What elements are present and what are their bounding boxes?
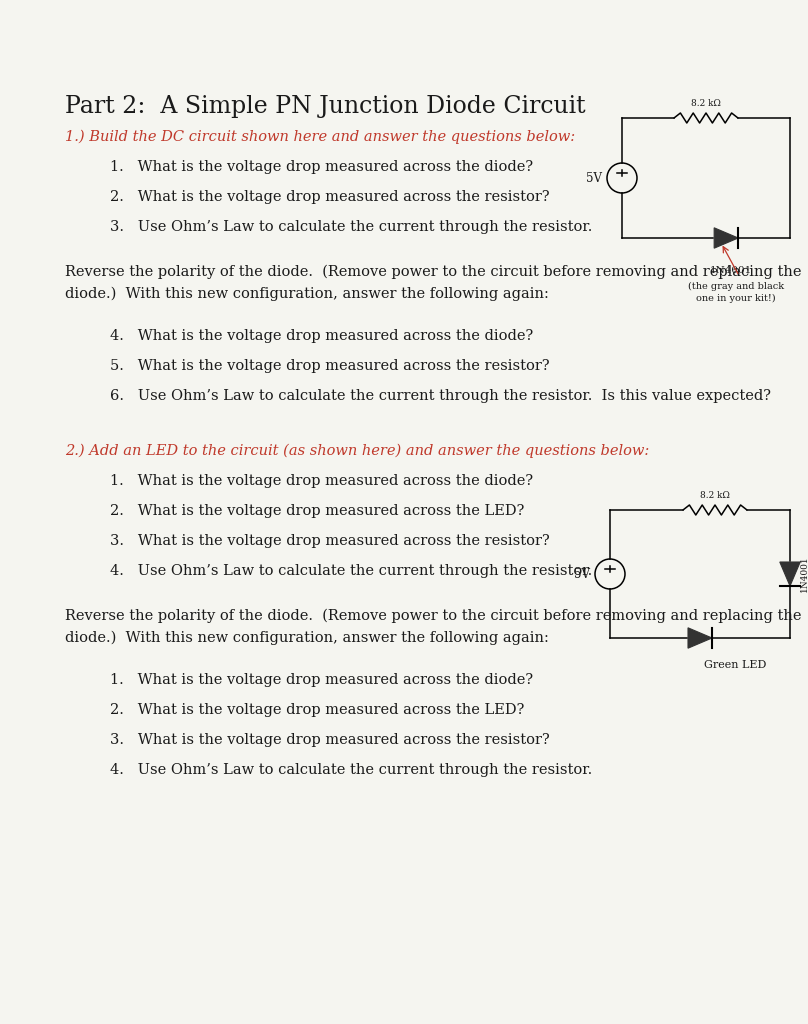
Polygon shape (688, 628, 712, 648)
Text: 1.   What is the voltage drop measured across the diode?: 1. What is the voltage drop measured acr… (110, 160, 533, 174)
Text: 3.   What is the voltage drop measured across the resistor?: 3. What is the voltage drop measured acr… (110, 733, 549, 746)
Text: 1.) Build the DC circuit shown here and answer the questions below:: 1.) Build the DC circuit shown here and … (65, 130, 575, 144)
Text: 3.   What is the voltage drop measured across the resistor?: 3. What is the voltage drop measured acr… (110, 534, 549, 548)
Text: 5.   What is the voltage drop measured across the resistor?: 5. What is the voltage drop measured acr… (110, 359, 549, 373)
Text: 8.2 kΩ: 8.2 kΩ (691, 99, 721, 108)
Text: 2.   What is the voltage drop measured across the LED?: 2. What is the voltage drop measured acr… (110, 504, 524, 518)
Text: 4.   Use Ohm’s Law to calculate the current through the resistor.: 4. Use Ohm’s Law to calculate the curren… (110, 564, 592, 578)
Text: 4.   What is the voltage drop measured across the diode?: 4. What is the voltage drop measured acr… (110, 329, 533, 343)
Text: 3.   Use Ohm’s Law to calculate the current through the resistor.: 3. Use Ohm’s Law to calculate the curren… (110, 220, 592, 234)
Polygon shape (714, 227, 739, 248)
Text: 1.   What is the voltage drop measured across the diode?: 1. What is the voltage drop measured acr… (110, 673, 533, 687)
Text: Reverse the polarity of the diode.  (Remove power to the circuit before removing: Reverse the polarity of the diode. (Remo… (65, 265, 802, 280)
Text: one in your kit!): one in your kit!) (696, 294, 776, 303)
Text: diode.)  With this new configuration, answer the following again:: diode.) With this new configuration, ans… (65, 631, 549, 645)
Text: Reverse the polarity of the diode.  (Remove power to the circuit before removing: Reverse the polarity of the diode. (Remo… (65, 609, 802, 624)
Polygon shape (780, 562, 800, 586)
Text: 5V: 5V (586, 171, 602, 184)
Text: 6.   Use Ohm’s Law to calculate the current through the resistor.  Is this value: 6. Use Ohm’s Law to calculate the curren… (110, 389, 771, 403)
Text: (the gray and black: (the gray and black (688, 282, 785, 291)
Text: diode.)  With this new configuration, answer the following again:: diode.) With this new configuration, ans… (65, 287, 549, 301)
Text: Part 2:  A Simple PN Junction Diode Circuit: Part 2: A Simple PN Junction Diode Circu… (65, 95, 586, 118)
Text: 1N4001: 1N4001 (710, 266, 752, 275)
Text: 2.   What is the voltage drop measured across the LED?: 2. What is the voltage drop measured acr… (110, 703, 524, 717)
Text: 1.   What is the voltage drop measured across the diode?: 1. What is the voltage drop measured acr… (110, 474, 533, 488)
Text: 5V: 5V (574, 567, 590, 581)
Text: Green LED: Green LED (704, 660, 766, 670)
Text: 2.) Add an LED to the circuit (as shown here) and answer the questions below:: 2.) Add an LED to the circuit (as shown … (65, 444, 650, 459)
Text: 2.   What is the voltage drop measured across the resistor?: 2. What is the voltage drop measured acr… (110, 190, 549, 204)
Text: 4.   Use Ohm’s Law to calculate the current through the resistor.: 4. Use Ohm’s Law to calculate the curren… (110, 763, 592, 777)
Text: 8.2 kΩ: 8.2 kΩ (700, 490, 730, 500)
Text: 1N4001: 1N4001 (799, 556, 808, 592)
